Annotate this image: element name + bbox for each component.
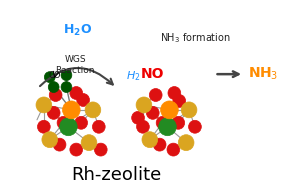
Circle shape [181, 102, 197, 118]
Circle shape [85, 102, 101, 118]
Circle shape [173, 94, 186, 107]
Circle shape [77, 94, 90, 106]
Circle shape [94, 143, 107, 156]
Circle shape [59, 118, 77, 136]
Text: NH$_3$: NH$_3$ [248, 66, 278, 82]
Circle shape [48, 82, 59, 92]
Circle shape [61, 82, 72, 92]
Circle shape [167, 143, 180, 156]
Text: $H_2$: $H_2$ [126, 69, 141, 83]
Circle shape [61, 70, 72, 81]
Circle shape [161, 101, 178, 119]
Circle shape [70, 87, 83, 99]
Circle shape [75, 116, 88, 129]
Circle shape [178, 135, 194, 151]
Circle shape [63, 101, 80, 119]
Circle shape [81, 135, 97, 151]
Text: CO: CO [48, 71, 61, 80]
Circle shape [136, 97, 152, 113]
Circle shape [156, 116, 169, 129]
Text: Rh-zeolite: Rh-zeolite [71, 166, 162, 184]
Text: NH$_3$ formation: NH$_3$ formation [160, 32, 231, 45]
Circle shape [47, 106, 60, 119]
Text: WGS
Reaction: WGS Reaction [55, 55, 95, 75]
Circle shape [70, 143, 83, 156]
Text: NO: NO [141, 67, 164, 81]
Circle shape [137, 120, 149, 133]
Circle shape [188, 120, 201, 133]
Circle shape [153, 138, 166, 151]
Circle shape [49, 88, 62, 101]
Circle shape [44, 72, 55, 83]
Circle shape [36, 97, 52, 113]
Circle shape [159, 118, 176, 136]
Circle shape [92, 120, 105, 133]
Circle shape [37, 120, 50, 133]
Text: $\mathbf{H_2O}$: $\mathbf{H_2O}$ [63, 23, 92, 38]
Circle shape [142, 132, 158, 148]
Circle shape [172, 116, 185, 129]
Circle shape [57, 116, 70, 129]
Circle shape [42, 132, 57, 148]
Circle shape [168, 87, 181, 99]
Circle shape [149, 88, 162, 101]
Circle shape [53, 138, 66, 151]
Circle shape [132, 111, 144, 124]
Circle shape [146, 106, 159, 119]
